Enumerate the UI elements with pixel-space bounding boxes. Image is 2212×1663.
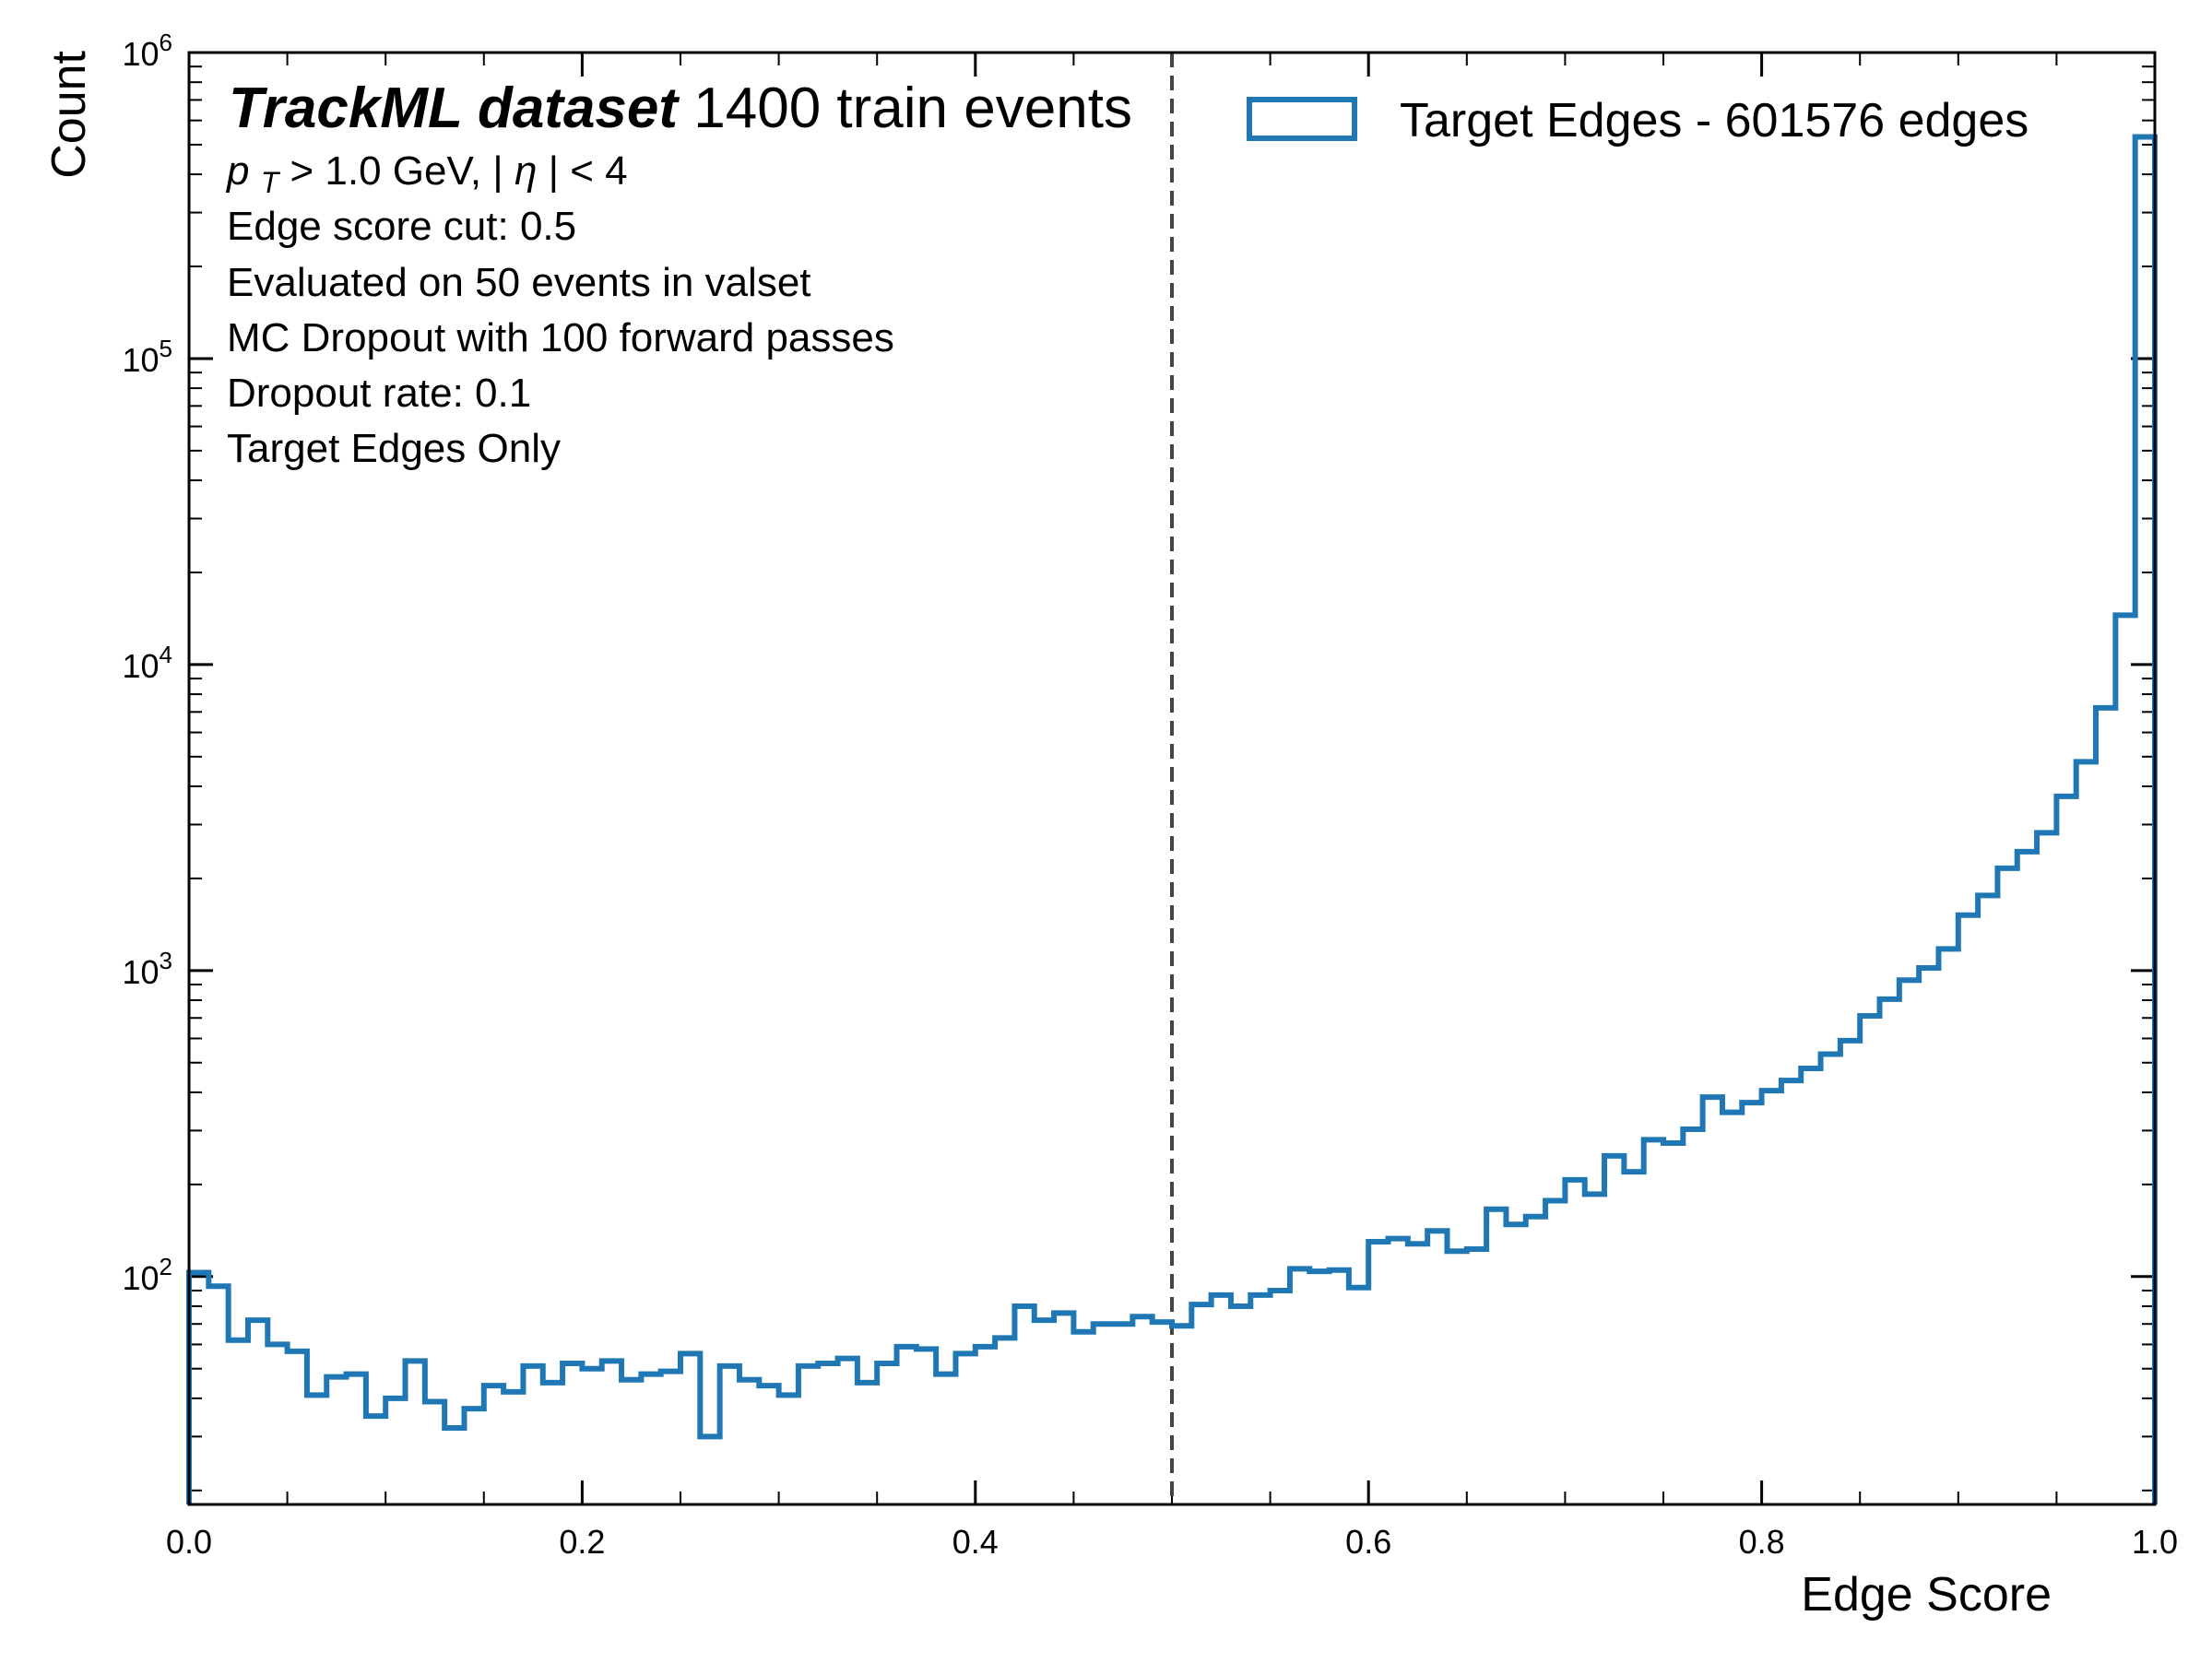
y-tick-label: 105 [122, 335, 172, 379]
annotation-line: MC Dropout with 100 forward passes [227, 315, 894, 360]
annotation-line: Edge score cut: 0.5 [227, 204, 576, 249]
eta-symbol: η [515, 148, 537, 194]
y-tick-label: 106 [122, 29, 172, 73]
y-tick-label: 103 [122, 947, 172, 991]
chart-title-rest: 1400 train events [693, 77, 1132, 140]
legend: Target Edges - 601576 edges [1247, 94, 2029, 147]
plot-frame [187, 51, 2157, 1506]
legend-swatch [1247, 97, 1357, 141]
pt-symbol: p [225, 148, 249, 194]
chart-title: TrackML dataset 1400 train events [229, 77, 1132, 140]
chart-title-bold: TrackML dataset [229, 77, 680, 140]
annotation-line: Evaluated on 50 events in valset [227, 260, 811, 305]
x-tick-label: 1.0 [2132, 1523, 2178, 1561]
annotation-line: Dropout rate: 0.1 [227, 371, 531, 416]
y-tick-label: 102 [122, 1253, 172, 1297]
pt-cut-tail: | < 4 [549, 148, 628, 194]
annotation-line: Target Edges Only [227, 426, 561, 471]
y-tick-label: 104 [122, 641, 172, 685]
x-tick-label: 0.4 [952, 1523, 999, 1561]
annotation-pt-cut: p T > 1.0 GeV, | η | < 4 [225, 148, 628, 202]
x-tick-label: 0.2 [559, 1523, 605, 1561]
pt-cut-middle: > 1.0 GeV, | [290, 148, 503, 194]
x-tick-label: 0.6 [1345, 1523, 1391, 1561]
legend-label: Target Edges - 601576 edges [1400, 94, 2029, 147]
histogram-series-target-edges [186, 134, 2158, 1504]
pt-subscript: T [261, 166, 281, 199]
x-tick-label: 0.0 [166, 1523, 212, 1561]
x-axis-label: Edge Score [1801, 1568, 2052, 1622]
tick-labels: 0.0 0.2 0.4 0.6 0.8 1.0 102 103 104 105 106 [122, 29, 2178, 1561]
y-axis-label: Count [42, 50, 96, 178]
axis-ticks [187, 51, 2157, 1504]
x-tick-label: 0.8 [1739, 1523, 1785, 1561]
